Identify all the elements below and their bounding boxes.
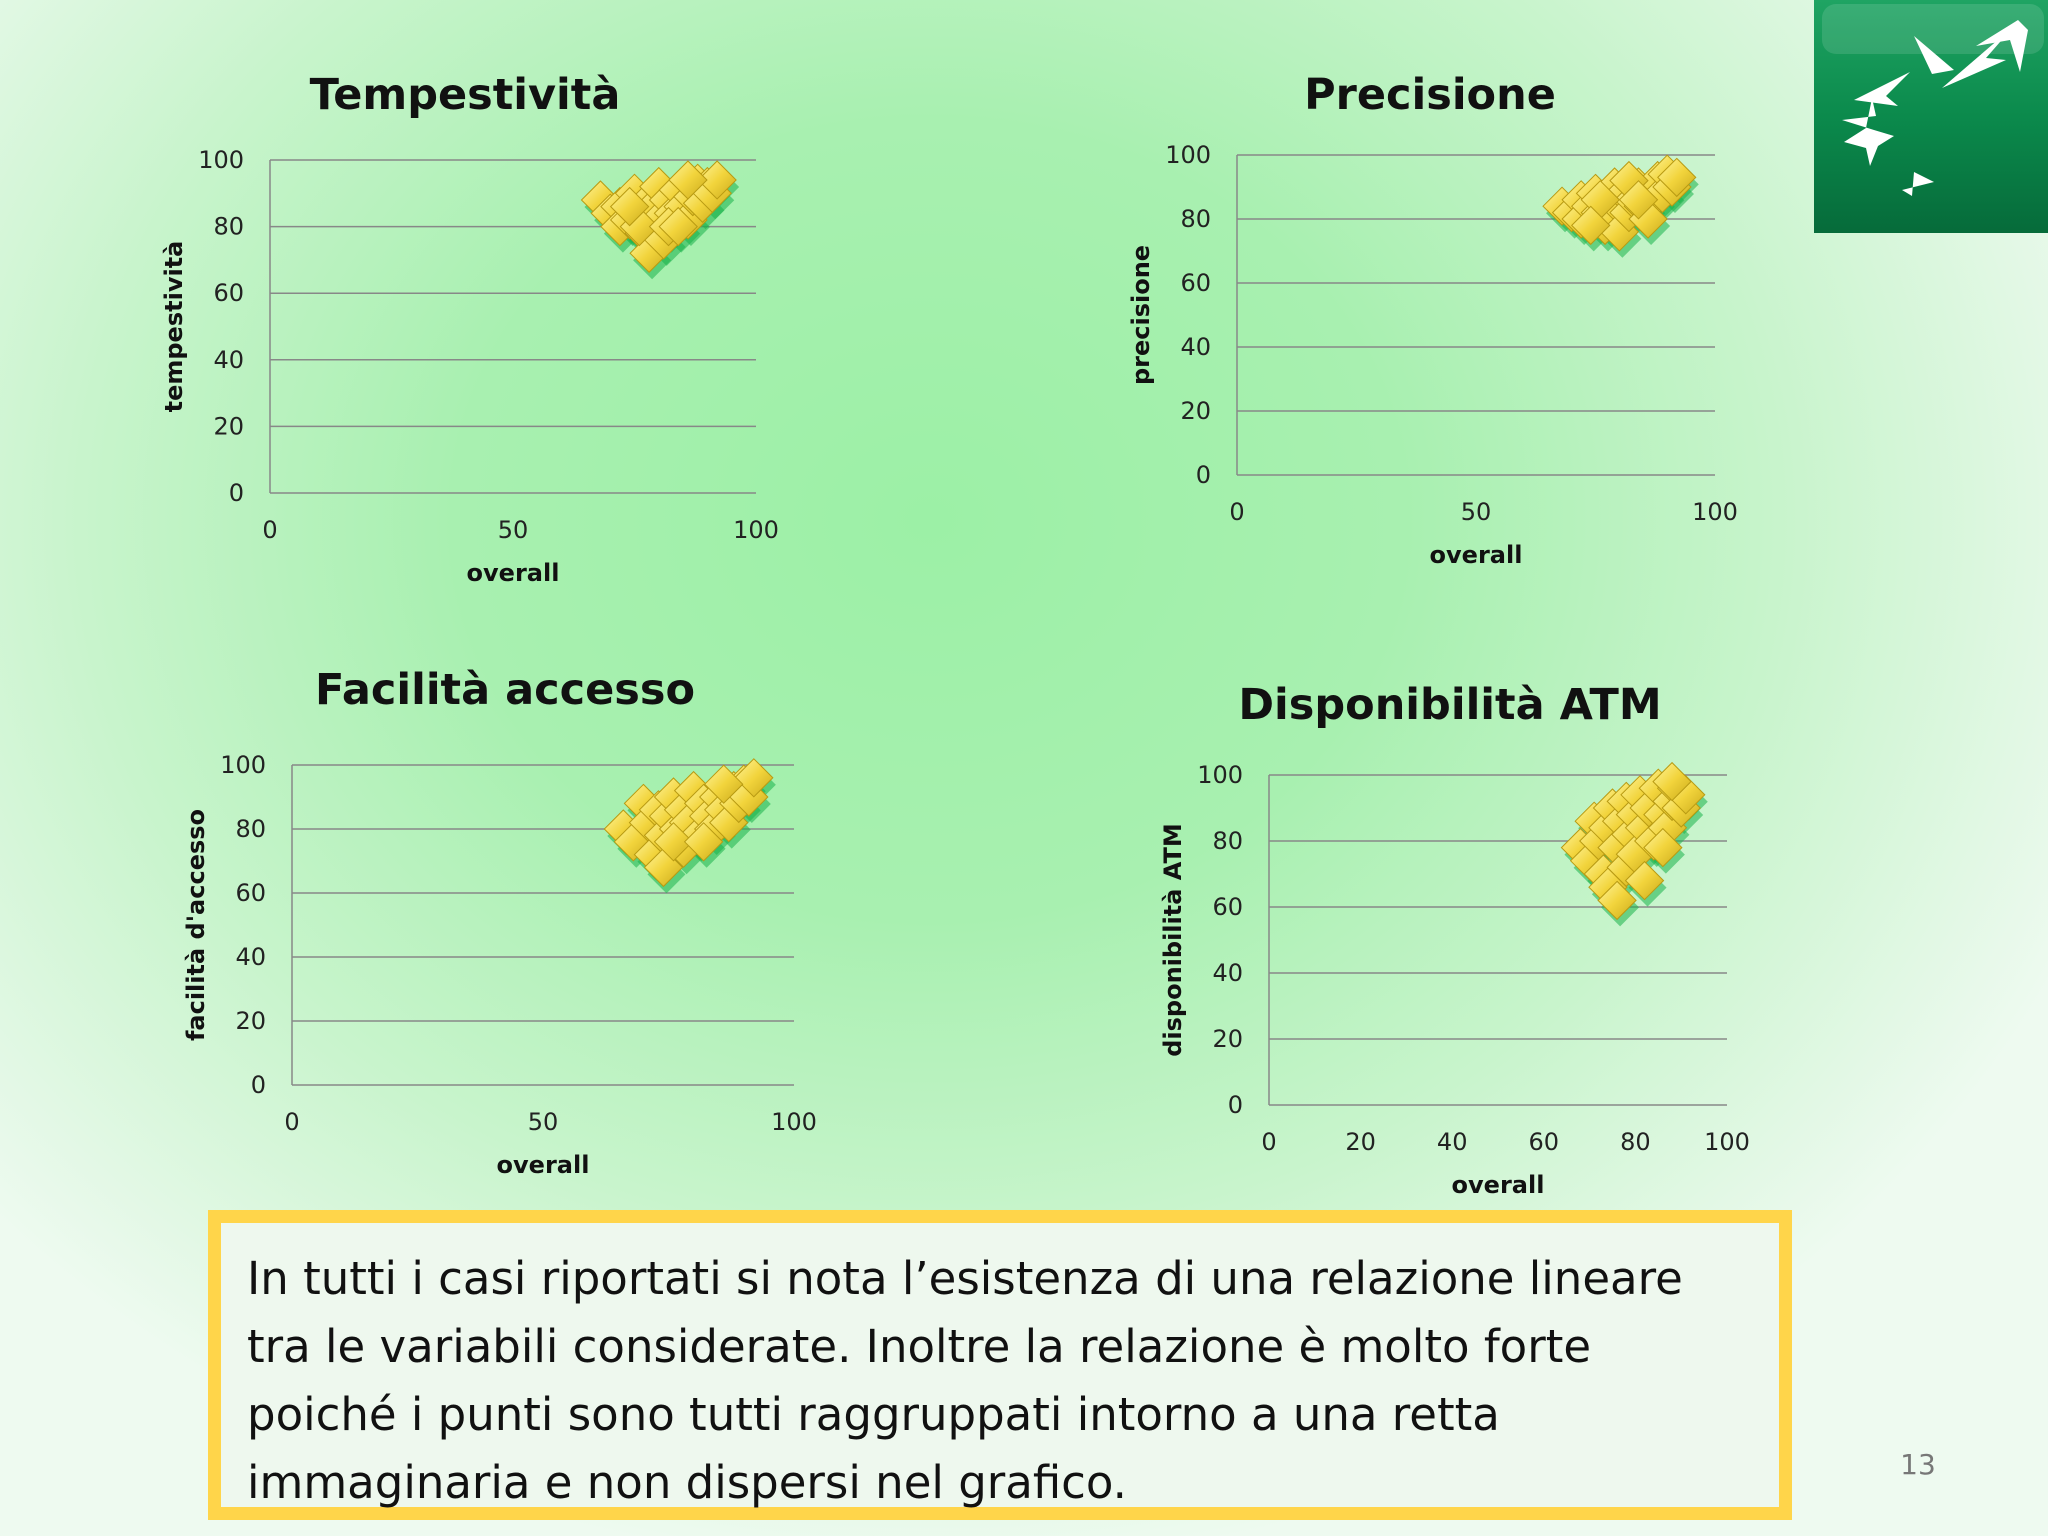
x-tick-label: 100: [1704, 1128, 1750, 1156]
data-point: [1652, 761, 1692, 802]
y-tick-label: 60: [1180, 269, 1211, 297]
x-axis-label: overall: [497, 1151, 590, 1179]
data-point: [1571, 205, 1611, 246]
data-point: [1657, 157, 1697, 198]
data-point: [1618, 180, 1659, 220]
data-point: [1597, 880, 1637, 921]
y-tick-label: 100: [1165, 141, 1211, 169]
bank-logo: [1814, 0, 2048, 233]
y-tick-label: 60: [213, 279, 244, 307]
y-tick-label: 0: [1228, 1091, 1243, 1119]
conclusion-note: In tutti i casi riportati si nota l’esis…: [208, 1210, 1792, 1520]
x-tick-label: 100: [771, 1108, 817, 1136]
chart-title: Disponibilità ATM: [1238, 680, 1662, 730]
x-tick-label: 50: [1461, 498, 1492, 526]
y-tick-label: 40: [1180, 333, 1211, 361]
x-axis-label: overall: [467, 559, 560, 587]
y-tick-label: 0: [1196, 461, 1211, 489]
y-tick-label: 80: [235, 815, 266, 843]
x-axis-label: overall: [1430, 541, 1523, 569]
x-tick-label: 40: [1437, 1128, 1468, 1156]
y-tick-label: 80: [1212, 827, 1243, 855]
data-point: [683, 822, 724, 862]
data-point: [697, 160, 737, 200]
y-tick-label: 40: [1212, 959, 1243, 987]
y-tick-label: 20: [235, 1007, 266, 1035]
chart-precisione: Precisione 0 20 40 60 80 100 0 50 100 overall prec…: [1120, 60, 1770, 600]
y-axis-label: precisione: [1127, 245, 1155, 385]
chart-facilita-accesso: Facilità accesso 0 20 40 60 80 100 0 50 100 overa…: [170, 655, 820, 1195]
y-tick-label: 80: [1180, 205, 1211, 233]
data-point: [653, 822, 694, 862]
data-point: [704, 764, 744, 804]
chart-title: Facilità accesso: [314, 665, 695, 715]
data-point: [734, 758, 774, 798]
x-tick-label: 0: [262, 516, 277, 544]
y-tick-label: 0: [229, 479, 244, 507]
x-tick-label: 100: [733, 516, 779, 544]
y-tick-label: 100: [1197, 761, 1243, 789]
y-tick-label: 60: [235, 879, 266, 907]
scatter-plot: 0 20 40 60 80 100 0 20 40 60 80 100 overall disponibi…: [1159, 761, 1750, 1199]
x-tick-label: 50: [528, 1108, 559, 1136]
chart-title: Tempestività: [309, 70, 621, 120]
x-tick-label: 0: [1229, 498, 1244, 526]
note-line: immaginaria e non dispersi nel grafico.: [247, 1456, 1127, 1509]
scatter-plot: 0 20 40 60 80 100 0 50 100 overall facilità d'acce…: [182, 751, 817, 1179]
y-tick-label: 20: [1180, 397, 1211, 425]
x-tick-label: 0: [1261, 1128, 1276, 1156]
x-tick-label: 0: [284, 1108, 299, 1136]
data-point: [1643, 827, 1683, 868]
y-tick-label: 0: [251, 1071, 266, 1099]
y-tick-label: 40: [235, 943, 266, 971]
y-tick-label: 60: [1212, 893, 1243, 921]
y-tick-label: 80: [213, 213, 244, 241]
scatter-plot: 0 20 40 60 80 100 0 50 100 overall tempestività: [160, 146, 779, 587]
note-line: In tutti i casi riportati si nota l’esis…: [247, 1252, 1683, 1305]
y-tick-label: 20: [1212, 1025, 1243, 1053]
note-line: poiché i punti sono tutti raggruppati in…: [247, 1388, 1500, 1441]
y-tick-label: 100: [198, 146, 244, 174]
y-axis-label: disponibilità ATM: [1159, 823, 1187, 1057]
x-tick-label: 100: [1692, 498, 1738, 526]
y-axis-label: facilità d'accesso: [182, 809, 210, 1041]
x-tick-label: 80: [1620, 1128, 1651, 1156]
scatter-plot: 0 20 40 60 80 100 0 50 100 overall precisione: [1127, 141, 1738, 569]
data-point: [668, 160, 708, 200]
page-number: 13: [1900, 1448, 1936, 1481]
y-tick-label: 20: [213, 412, 244, 440]
note-line: tra le variabili considerate. Inoltre la…: [247, 1320, 1592, 1373]
chart-disponibilita-atm: Disponibilità ATM 0 20 40 60 80 100 0 20 40 60 80 1…: [1140, 670, 1790, 1210]
y-tick-label: 40: [213, 346, 244, 374]
x-tick-label: 50: [498, 516, 529, 544]
bird-star-icon: [1814, 0, 2048, 233]
x-tick-label: 20: [1345, 1128, 1376, 1156]
chart-title: Precisione: [1304, 70, 1556, 120]
chart-tempestivita: Tempestività 0 20 40 60 80 100 0 50 100 overall te…: [150, 60, 800, 600]
data-point: [658, 206, 698, 247]
x-tick-label: 60: [1529, 1128, 1560, 1156]
y-tick-label: 100: [220, 751, 266, 779]
data-point: [1624, 860, 1665, 901]
data-point: [609, 186, 650, 227]
x-axis-label: overall: [1452, 1171, 1545, 1199]
y-axis-label: tempestività: [160, 241, 188, 413]
